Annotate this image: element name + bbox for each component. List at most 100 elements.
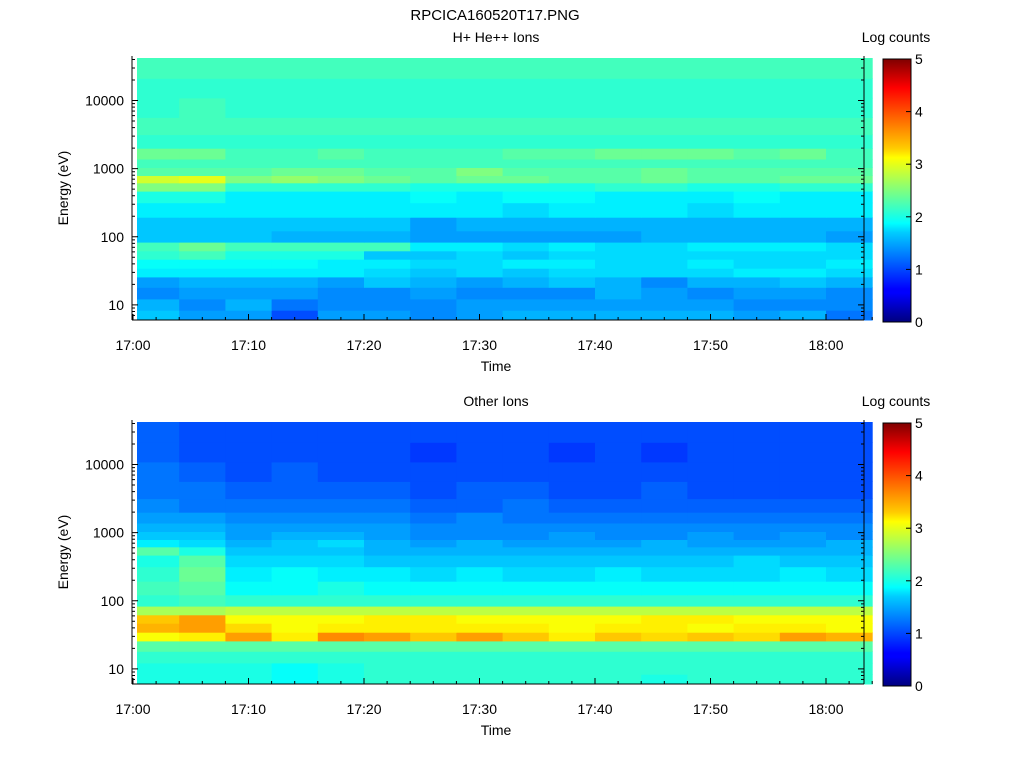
heatmap-cell: [410, 134, 457, 149]
heatmap-cell: [779, 268, 827, 278]
heatmap-cell: [456, 259, 504, 269]
heatmap-cell: [595, 277, 642, 288]
heatmap-cell: [225, 268, 273, 278]
heatmap-cell: [687, 202, 735, 218]
heatmap-cell: [826, 498, 873, 513]
heatmap-cell: [548, 202, 596, 218]
colorbar: [882, 422, 912, 687]
heatmap-cell: [733, 117, 781, 136]
heatmap-cell: [733, 167, 781, 176]
heatmap-cell: [548, 442, 596, 463]
heatmap-cell: [317, 287, 365, 300]
heatmap-cell: [410, 242, 457, 252]
colorbar-tick-label: 4: [915, 104, 923, 120]
heatmap-cell: [317, 78, 365, 99]
heatmap-cell: [548, 78, 596, 99]
heatmap-cell: [137, 148, 180, 160]
heatmap-cell: [225, 217, 273, 232]
heatmap-cell: [137, 58, 180, 79]
panel-2: 17:00 17:10 17:20 17:30 17:40 17:50 18:0010100…: [55, 393, 930, 738]
heatmap-cell: [826, 191, 873, 204]
heatmap-cell: [317, 310, 365, 321]
heatmap-cell: [317, 531, 365, 540]
heatmap-cell: [641, 422, 688, 443]
heatmap-cell: [179, 566, 226, 582]
heatmap-cell: [826, 442, 873, 463]
heatmap-cell: [179, 461, 226, 482]
heatmap-cell: [502, 546, 550, 556]
heatmap-cell: [137, 175, 180, 184]
heatmap-cell: [733, 461, 781, 482]
heatmap-cell: [271, 259, 319, 269]
colorbar-tick-label: 0: [915, 678, 923, 694]
heatmap-cell: [733, 148, 781, 160]
heatmap-cell: [456, 632, 504, 642]
heatmap-cell: [502, 614, 550, 624]
heatmap-cell: [179, 287, 226, 300]
heatmap-cell: [364, 581, 411, 596]
heatmap-cell: [595, 148, 642, 160]
heatmap-cell: [410, 97, 457, 118]
heatmap-cell: [137, 134, 180, 149]
heatmap-cell: [410, 268, 457, 278]
heatmap-cell: [641, 461, 688, 482]
heatmap-cell: [137, 217, 180, 232]
heatmap-cell: [225, 614, 273, 624]
heatmap-cell: [548, 277, 596, 288]
heatmap-cell: [364, 632, 411, 642]
heatmap-cell: [271, 117, 319, 136]
heatmap-cell: [779, 134, 827, 149]
heatmap-cell: [502, 175, 550, 184]
heatmap-cell: [271, 481, 319, 500]
heatmap-cell: [456, 606, 504, 616]
heatmap-cell: [733, 97, 781, 118]
heatmap-cell: [225, 623, 273, 633]
heatmap-cell: [548, 250, 596, 260]
heatmap-cell: [317, 632, 365, 642]
colorbar: [882, 58, 912, 323]
heatmap-cell: [410, 623, 457, 633]
heatmap-cell: [179, 134, 226, 149]
heatmap-cell: [502, 594, 550, 607]
heatmap-cell: [271, 78, 319, 99]
heatmap-cell: [502, 481, 550, 500]
heatmap-cell: [779, 287, 827, 300]
heatmap-cell: [687, 191, 735, 204]
heatmap-cell: [410, 674, 457, 685]
heatmap-cell: [410, 498, 457, 513]
heatmap-cell: [179, 175, 226, 184]
heatmap-cell: [595, 581, 642, 596]
heatmap-cell: [595, 97, 642, 118]
heatmap-cell: [687, 159, 735, 168]
heatmap-cell: [317, 242, 365, 252]
heatmap-cell: [548, 481, 596, 500]
heatmap-cell: [595, 555, 642, 568]
heatmap-cell: [548, 259, 596, 269]
heatmap-cell: [687, 442, 735, 463]
heatmap-cell: [641, 632, 688, 642]
heatmap-cell: [641, 614, 688, 624]
heatmap-cell: [271, 674, 319, 685]
heatmap-cell: [733, 651, 781, 664]
heatmap-cell: [179, 159, 226, 168]
panel-title: H+ He++ Ions: [453, 29, 540, 45]
heatmap-cell: [595, 191, 642, 204]
heatmap-cell: [548, 512, 596, 524]
heatmap-cell: [595, 298, 642, 311]
heatmap-cell: [456, 523, 504, 532]
heatmap-cell: [179, 498, 226, 513]
heatmap-cells: [137, 422, 873, 685]
heatmap-cell: [137, 182, 180, 192]
heatmap-cell: [364, 217, 411, 232]
heatmap-cell: [410, 202, 457, 218]
heatmap-cell: [826, 175, 873, 184]
heatmap-cell: [687, 259, 735, 269]
heatmap-cell: [410, 78, 457, 99]
y-tick-label: 10000: [85, 93, 124, 109]
heatmap-cell: [502, 217, 550, 232]
heatmap-cell: [225, 523, 273, 532]
heatmap-cell: [548, 242, 596, 252]
heatmap-cell: [548, 148, 596, 160]
heatmap-cell: [733, 277, 781, 288]
heatmap-cell: [137, 287, 180, 300]
